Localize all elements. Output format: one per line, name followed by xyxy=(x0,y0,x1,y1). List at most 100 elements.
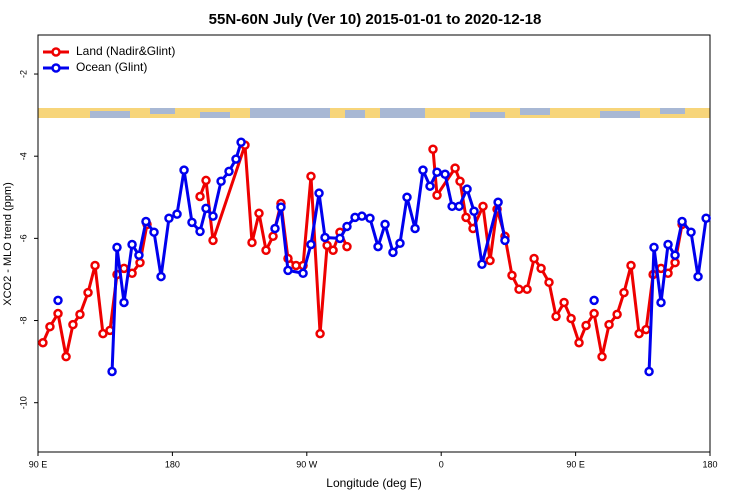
data-point xyxy=(335,233,345,244)
data-point xyxy=(529,253,539,264)
data-point xyxy=(276,202,286,212)
series-line xyxy=(647,218,708,372)
data-point xyxy=(663,239,673,250)
data-point xyxy=(462,184,472,194)
data-point xyxy=(626,260,636,271)
data-point xyxy=(432,190,442,200)
data-point xyxy=(357,211,367,221)
data-point xyxy=(83,287,93,298)
data-point xyxy=(195,191,205,202)
data-point xyxy=(373,241,383,252)
data-point xyxy=(261,245,271,256)
data-point xyxy=(450,163,460,173)
data-point xyxy=(127,239,137,250)
y-tick-label: -4 xyxy=(18,152,28,160)
data-point xyxy=(201,203,211,214)
data-point xyxy=(90,260,100,271)
data-point xyxy=(172,209,182,219)
data-point xyxy=(644,366,654,377)
data-point xyxy=(455,176,465,187)
data-point xyxy=(156,271,166,282)
data-point xyxy=(440,169,450,180)
x-tick-label: 0 xyxy=(439,459,444,469)
data-point xyxy=(641,324,651,335)
y-axis-label: XCO2 - MLO trend (ppm) xyxy=(2,182,14,305)
data-point xyxy=(649,242,659,253)
data-point xyxy=(418,165,428,175)
data-point xyxy=(119,263,129,274)
data-point xyxy=(268,231,278,242)
data-point xyxy=(574,337,584,348)
data-point xyxy=(597,351,607,362)
data-point xyxy=(112,242,122,253)
data-point xyxy=(656,297,666,308)
data-point xyxy=(315,328,325,339)
data-point xyxy=(589,295,599,306)
data-point xyxy=(485,255,495,266)
data-point xyxy=(634,328,644,339)
data-point xyxy=(342,241,352,252)
map-strip xyxy=(38,108,710,118)
data-point xyxy=(38,337,48,348)
data-point xyxy=(298,268,308,279)
data-point xyxy=(604,319,614,330)
data-point xyxy=(388,247,398,258)
y-tick-label: -8 xyxy=(18,317,28,325)
chart-title: 55N-60N July (Ver 10) 2015-01-01 to 2020… xyxy=(209,11,542,28)
x-tick-label: 180 xyxy=(702,459,717,469)
data-point xyxy=(53,295,63,306)
data-point xyxy=(581,320,591,331)
data-point xyxy=(61,351,71,362)
data-point xyxy=(141,216,151,227)
data-point xyxy=(701,213,711,223)
data-point xyxy=(677,216,687,227)
legend-marker xyxy=(51,47,61,57)
data-point xyxy=(522,284,532,295)
data-point xyxy=(686,227,696,237)
data-point xyxy=(75,309,85,320)
x-tick-label: 180 xyxy=(165,459,180,469)
data-point xyxy=(432,167,442,177)
data-point xyxy=(342,221,352,232)
data-point xyxy=(670,257,680,268)
data-point xyxy=(507,270,517,281)
data-point xyxy=(164,213,174,223)
data-point xyxy=(670,250,680,260)
x-axis-label: Longitude (deg E) xyxy=(326,476,421,490)
data-point xyxy=(254,208,264,219)
data-point xyxy=(231,154,241,164)
data-point xyxy=(410,223,420,234)
data-point xyxy=(68,319,78,330)
data-point xyxy=(365,213,375,223)
x-tick-label: 90 E xyxy=(566,459,585,469)
y-tick-label: -6 xyxy=(18,234,28,242)
data-point xyxy=(247,237,257,248)
data-point xyxy=(201,175,211,186)
data-point xyxy=(478,201,488,212)
data-point xyxy=(322,240,332,251)
data-point xyxy=(566,313,576,324)
data-point xyxy=(306,171,316,182)
y-tick-label: -10 xyxy=(18,396,28,409)
data-point xyxy=(98,328,108,339)
data-point xyxy=(208,235,218,246)
data-point xyxy=(236,137,246,147)
data-point xyxy=(53,308,63,319)
data-point xyxy=(208,211,218,221)
data-point xyxy=(493,197,503,207)
data-point xyxy=(135,257,145,268)
data-point xyxy=(395,238,405,249)
data-point xyxy=(477,259,487,269)
data-point xyxy=(425,181,435,191)
data-point xyxy=(500,235,510,246)
data-point xyxy=(179,165,189,175)
data-point xyxy=(559,297,569,308)
data-point xyxy=(119,297,129,308)
data-point xyxy=(693,271,703,282)
data-point xyxy=(195,226,205,237)
data-point xyxy=(224,166,234,177)
data-point xyxy=(544,277,554,288)
data-point xyxy=(306,239,316,250)
data-point xyxy=(551,311,561,322)
